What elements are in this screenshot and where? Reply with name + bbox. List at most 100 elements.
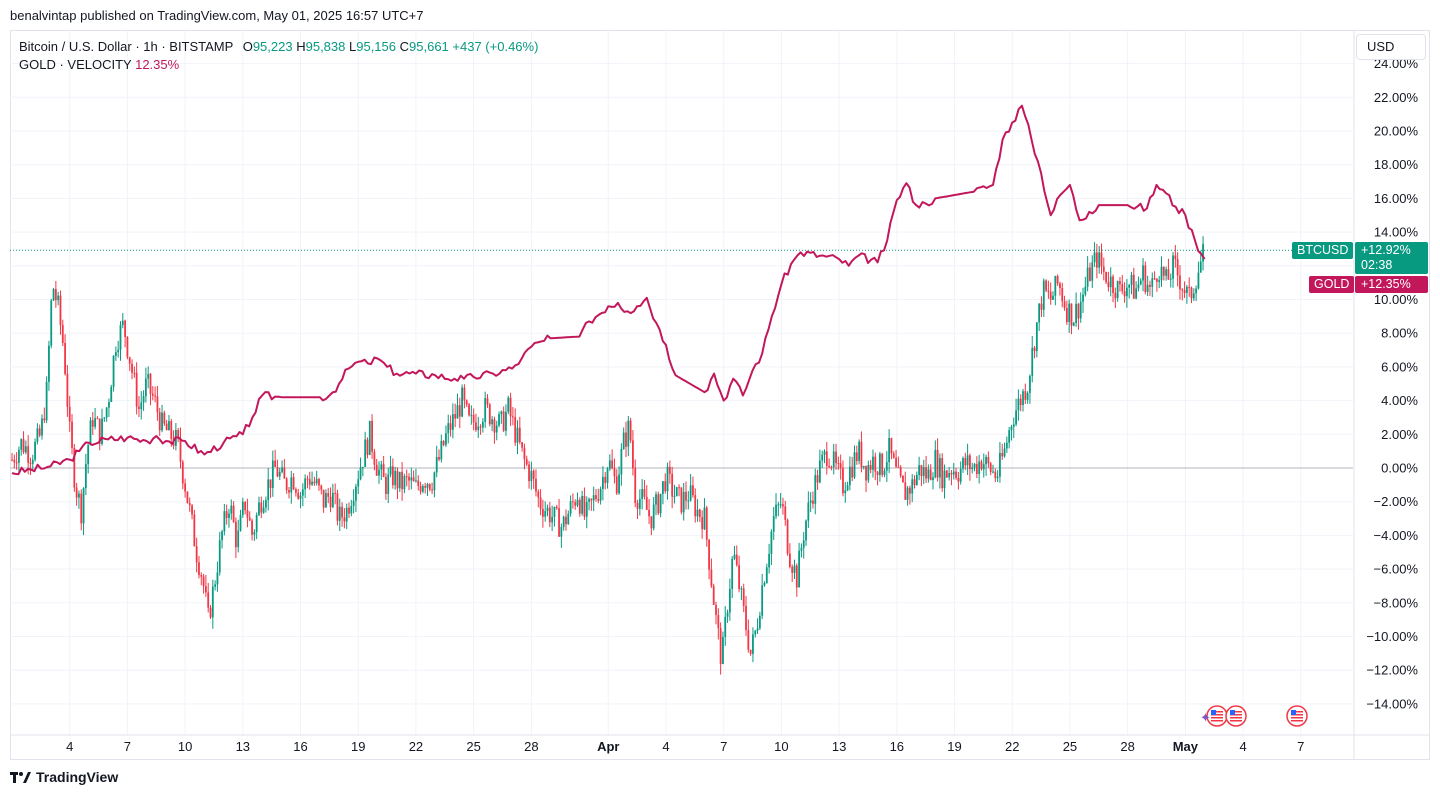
btc-candle bbox=[371, 414, 373, 459]
x-tick-label: 25 bbox=[466, 739, 480, 754]
btc-candle-body bbox=[470, 414, 473, 416]
btc-candle-body bbox=[918, 465, 921, 476]
btc-candle-body bbox=[311, 481, 313, 485]
btc-candle-body bbox=[934, 449, 937, 478]
gold-value-tag: +12.35% bbox=[1355, 276, 1428, 293]
btc-candle-body bbox=[154, 395, 157, 397]
btc-candle-body bbox=[1176, 259, 1179, 276]
btc-candle bbox=[57, 291, 60, 306]
btc-candle-body bbox=[1125, 287, 1128, 297]
x-tick-label: 16 bbox=[890, 739, 904, 754]
btc-candle bbox=[151, 386, 154, 401]
btc-candle-body bbox=[541, 508, 544, 517]
btc-candle bbox=[627, 416, 630, 456]
btc-candle-body bbox=[161, 412, 163, 431]
btc-candle bbox=[1179, 265, 1181, 300]
btc-candle-body bbox=[1179, 275, 1181, 290]
btc-candle-body bbox=[290, 477, 293, 493]
btc-candle bbox=[338, 498, 341, 532]
btc-candle-body bbox=[791, 566, 794, 573]
btc-candle-body bbox=[472, 414, 475, 423]
btc-candle bbox=[862, 465, 865, 470]
btc-candle-body bbox=[1165, 269, 1168, 276]
btc-candle-body bbox=[204, 586, 207, 593]
btc-candle-body bbox=[140, 402, 143, 410]
btc-candle bbox=[722, 631, 724, 665]
y-tick-label: −6.00% bbox=[1374, 562, 1419, 577]
btc-candle bbox=[445, 425, 447, 448]
btc-candle-body bbox=[588, 498, 590, 503]
btc-candle-body bbox=[128, 357, 131, 364]
footer-brand: TradingView bbox=[10, 769, 118, 785]
btc-candle-body bbox=[539, 497, 542, 509]
btc-candle-body bbox=[124, 320, 127, 337]
legend-symbol[interactable]: Bitcoin / U.S. Dollar · 1h · BITSTAMP bbox=[19, 39, 234, 54]
btc-candle-body bbox=[922, 467, 925, 477]
btc-candle bbox=[1172, 251, 1174, 288]
btc-candle-body bbox=[223, 511, 226, 532]
btc-candle bbox=[225, 504, 228, 525]
btc-candle bbox=[237, 519, 240, 553]
btc-candle bbox=[435, 445, 438, 478]
btc-candle bbox=[885, 451, 888, 482]
btc-candle-body bbox=[89, 420, 92, 446]
btc-candle-body bbox=[1012, 424, 1015, 427]
btc-candle bbox=[442, 440, 445, 447]
btc-candle bbox=[738, 555, 740, 593]
legend-compare-name[interactable]: GOLD · VELOCITY bbox=[19, 57, 132, 72]
btc-candle bbox=[315, 470, 318, 486]
btc-candle-body bbox=[73, 447, 76, 488]
btc-candle bbox=[576, 492, 579, 508]
btc-candle bbox=[398, 471, 401, 492]
btc-candle bbox=[306, 475, 309, 489]
btc-candle bbox=[304, 474, 307, 499]
btc-candle bbox=[934, 440, 937, 479]
btc-candle bbox=[283, 459, 286, 479]
btc-candle-body bbox=[461, 387, 464, 417]
btc-candle-body bbox=[1167, 269, 1170, 280]
btc-candle bbox=[1153, 271, 1156, 281]
btc-candle bbox=[103, 416, 106, 422]
btc-candle-body bbox=[932, 477, 934, 481]
event-flag-canton bbox=[1211, 710, 1216, 715]
currency-selector[interactable]: USD bbox=[1356, 34, 1426, 60]
btc-candle bbox=[608, 454, 611, 472]
btc-candle bbox=[867, 460, 870, 483]
btc-candle-body bbox=[1100, 252, 1103, 267]
btc-candle-body bbox=[52, 289, 55, 301]
btc-candle-body bbox=[735, 554, 738, 566]
btc-candle-body bbox=[61, 324, 64, 343]
btc-candle-body bbox=[853, 452, 856, 478]
btc-candle bbox=[507, 395, 510, 415]
btc-candle bbox=[602, 466, 604, 501]
btc-candle-body bbox=[1068, 303, 1071, 323]
btc-candle-body bbox=[578, 499, 581, 514]
event-flag-stripe bbox=[1230, 714, 1242, 716]
btc-candle-body bbox=[996, 476, 999, 479]
btc-candle-body bbox=[738, 565, 740, 590]
btc-candle bbox=[193, 509, 196, 547]
btc-candle-body bbox=[975, 464, 978, 474]
legend-high-value: 95,838 bbox=[305, 39, 346, 54]
btc-candle-body bbox=[285, 478, 288, 491]
btc-candle-body bbox=[897, 466, 900, 468]
btc-candle-body bbox=[666, 466, 669, 492]
btc-candle-body bbox=[78, 493, 80, 498]
btc-candle bbox=[689, 474, 692, 502]
btc-candle-body bbox=[1119, 281, 1121, 285]
btc-candle-body bbox=[1024, 391, 1027, 400]
btc-candle bbox=[897, 456, 900, 468]
legend-close-value: 95,661 bbox=[409, 39, 449, 54]
btc-candle bbox=[641, 479, 644, 510]
btc-candle bbox=[355, 483, 357, 512]
btc-candle bbox=[950, 470, 953, 486]
btc-candle bbox=[1079, 292, 1082, 323]
btc-candle bbox=[357, 470, 360, 495]
us-event-flag-icon bbox=[1286, 705, 1308, 727]
btc-candle-body bbox=[643, 489, 646, 497]
btc-candle bbox=[939, 453, 941, 489]
btc-candle-body bbox=[784, 506, 787, 520]
btc-candle-body bbox=[765, 567, 768, 584]
btc-candle-body bbox=[209, 607, 212, 618]
